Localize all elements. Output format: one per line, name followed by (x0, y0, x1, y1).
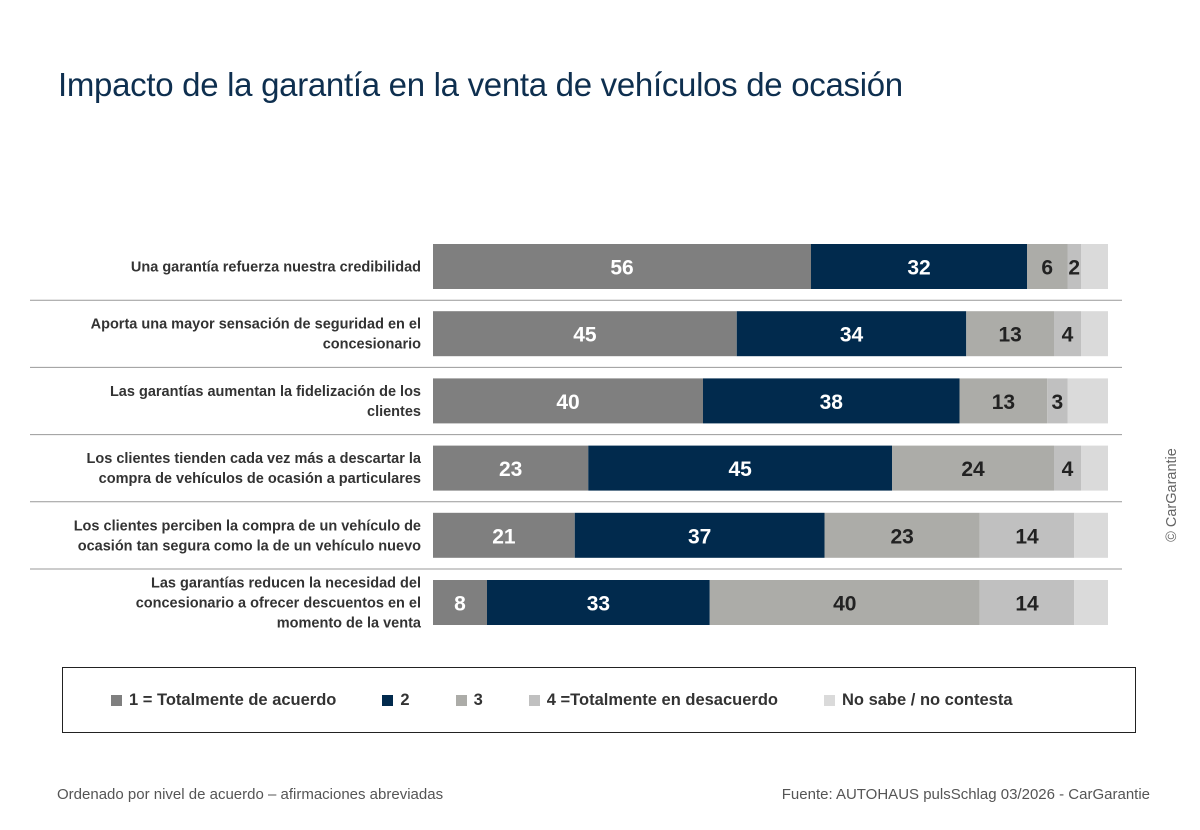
bar-segment-5 (1067, 378, 1108, 424)
legend-swatch (528, 694, 540, 706)
bar-segment-4 (979, 512, 1075, 558)
chart-legend: 1 = Totalmente de acuerdo 2 3 4 =Totalmente… (62, 667, 1136, 733)
category-label: Los clientes perciben la compra de un ve… (74, 518, 421, 554)
copyright-label: © CarGarantie (1164, 448, 1180, 542)
data-label: 14 (1015, 525, 1039, 548)
bar-segment-2 (574, 512, 825, 558)
data-label: 37 (688, 525, 711, 548)
bar-segment-2 (703, 378, 960, 424)
footnote-source: Fuente: AUTOHAUS pulsSchlag 03/2026 - Ca… (781, 786, 1150, 803)
bar-segment-3 (892, 445, 1054, 491)
data-label: 3 (1052, 391, 1064, 414)
legend-swatch (382, 694, 394, 706)
bar-segment-1 (433, 512, 575, 558)
data-label: 23 (890, 525, 913, 548)
category-label: Las garantías aumentan la fidelización d… (110, 384, 421, 420)
category-label: Aporta una mayor sensación de seguridad … (91, 317, 422, 353)
legend-label: 2 (400, 690, 410, 709)
legend-label: 3 (473, 690, 483, 709)
bar-segment-1 (433, 445, 589, 491)
bar-segment-1 (433, 580, 487, 625)
legend-item: 1 = Totalmente de acuerdo (111, 691, 336, 710)
data-label: 24 (961, 458, 985, 481)
legend-label: 4 =Totalmente en desacuerdo (546, 690, 778, 709)
category-label: Las garantías reducen la necesidad del co… (136, 576, 422, 632)
data-label: 34 (840, 324, 864, 347)
data-label: 2 (1068, 257, 1080, 280)
data-label: 38 (820, 391, 844, 414)
footnote-note: Ordenado por nivel de acuerdo – afirmaci… (57, 786, 444, 803)
data-label: 8 (454, 593, 466, 616)
legend-label: 1 = Totalmente de acuerdo (129, 690, 337, 709)
data-label: 4 (1062, 324, 1074, 347)
bar-segment-5 (1081, 244, 1108, 289)
bar-segment-5 (1081, 445, 1108, 491)
data-label: 45 (573, 324, 597, 347)
bar-segment-2 (736, 311, 967, 357)
data-label: 4 (1062, 458, 1074, 481)
category-label: Los clientes tienden cada vez más a desc… (87, 451, 422, 487)
bar-segment-5 (1074, 512, 1108, 558)
bar-segment-3 (1027, 244, 1068, 289)
bar-segment-4 (1067, 244, 1081, 289)
legend-item: 2 (382, 690, 410, 710)
bar-segment-4 (1054, 445, 1081, 491)
bar-segment-1 (433, 244, 811, 289)
chart-title: Impacto de la garantía en la venta de ve… (58, 66, 903, 103)
bar-segment-3 (824, 512, 980, 558)
bar-segment-3 (966, 311, 1054, 357)
data-label: 13 (998, 324, 1021, 347)
data-label: 40 (556, 391, 579, 414)
category-label: Una garantía refuerza nuestra credibilid… (131, 260, 421, 276)
bar-segment-1 (433, 311, 737, 357)
legend-swatch (111, 694, 122, 706)
legend-item: No sabe / no contesta (824, 691, 1013, 710)
bar-segment-2 (487, 580, 710, 625)
bar-segment-2 (588, 445, 892, 491)
bar-segment-3 (959, 378, 1048, 424)
bar-segment-2 (811, 244, 1027, 289)
data-label: 33 (587, 593, 610, 616)
bar-segment-3 (709, 580, 980, 625)
legend-item: 3 (455, 690, 483, 710)
data-label: 14 (1015, 593, 1039, 616)
data-label: 56 (610, 257, 633, 280)
bar-segment-4 (1054, 311, 1081, 357)
bar-segment-4 (979, 580, 1075, 625)
legend-swatch (455, 694, 467, 706)
data-label: 21 (492, 525, 516, 548)
bar-segment-4 (1047, 378, 1068, 424)
data-label: 40 (833, 593, 856, 616)
bar-segment-5 (1081, 311, 1108, 357)
data-label: 6 (1041, 257, 1053, 280)
legend-label: No sabe / no contesta (842, 690, 1013, 709)
data-label: 32 (907, 257, 930, 280)
stacked-bar-chart: Una garantía refuerza nuestra credibilid… (30, 244, 1122, 632)
bar-segment-1 (433, 378, 703, 424)
data-label: 45 (728, 458, 752, 481)
legend-item: 4 =Totalmente en desacuerdo (528, 690, 778, 710)
legend-swatch (824, 694, 835, 706)
data-label: 13 (992, 391, 1015, 414)
data-label: 23 (499, 458, 522, 481)
bar-segment-5 (1074, 580, 1108, 625)
